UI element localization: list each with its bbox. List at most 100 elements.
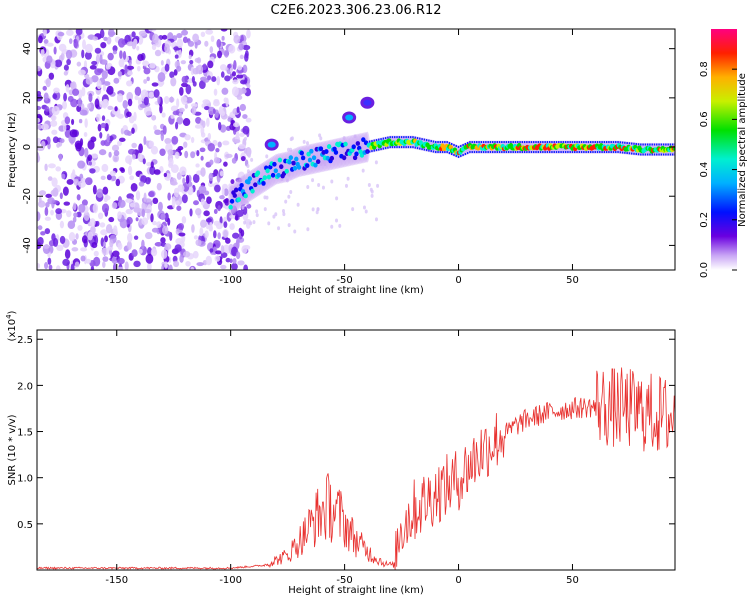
- noise-speck: [168, 158, 174, 167]
- noise-speck: [209, 46, 214, 54]
- noise-speck: [37, 236, 44, 246]
- noise-speck: [138, 30, 147, 37]
- noise-speck: [330, 179, 334, 184]
- noise-speck: [192, 33, 200, 43]
- ridge-mark: [247, 176, 253, 182]
- noise-speck: [188, 54, 192, 60]
- noise-speck: [108, 151, 112, 158]
- noise-speck: [209, 159, 214, 166]
- noise-speck: [154, 49, 162, 57]
- noise-speck: [72, 216, 77, 223]
- noise-speck: [235, 131, 240, 140]
- noise-speck: [87, 139, 95, 150]
- noise-speck: [239, 103, 247, 112]
- noise-speck: [191, 224, 195, 233]
- noise-speck: [41, 123, 49, 131]
- noise-speck: [204, 105, 210, 111]
- noise-speck: [112, 154, 119, 163]
- noise-speck: [91, 60, 98, 66]
- noise-speck: [55, 208, 63, 215]
- noise-speck: [100, 175, 106, 181]
- noise-speck: [126, 216, 133, 225]
- noise-speck: [157, 201, 163, 212]
- spectrogram-frame: [36, 28, 676, 271]
- ridge-mark: [359, 152, 365, 158]
- noise-speck: [172, 110, 179, 116]
- noise-speck: [44, 228, 51, 235]
- noise-speck: [143, 192, 147, 203]
- noise-speck: [63, 123, 67, 133]
- noise-speck: [223, 221, 228, 228]
- noise-speck: [319, 136, 323, 141]
- noise-speck: [131, 41, 137, 50]
- noise-speck: [192, 173, 200, 184]
- noise-speck: [330, 224, 334, 229]
- noise-speck: [245, 117, 252, 123]
- noise-speck: [170, 114, 175, 119]
- noise-speck: [265, 195, 269, 200]
- noise-speck: [118, 137, 126, 142]
- ridge-mark: [318, 146, 324, 152]
- noise-speck: [232, 139, 241, 144]
- noise-speck: [149, 62, 156, 69]
- noise-speck: [211, 76, 217, 83]
- noise-speck: [220, 264, 227, 270]
- noise-speck: [182, 177, 186, 185]
- ridge-mark: [277, 157, 283, 163]
- snr-background: [37, 330, 675, 570]
- noise-speck: [184, 150, 189, 159]
- noise-speck: [61, 173, 66, 180]
- noise-speck: [65, 84, 70, 93]
- ridge-halo: [259, 162, 265, 194]
- noise-speck: [100, 41, 107, 49]
- spectrogram-y-tick-label: 20: [22, 91, 33, 104]
- noise-speck: [177, 222, 185, 230]
- noise-speck: [222, 244, 231, 255]
- noise-speck: [198, 80, 206, 89]
- noise-speck: [117, 266, 124, 270]
- noise-speck: [122, 99, 128, 109]
- noise-speck: [118, 58, 125, 68]
- noise-speck: [239, 132, 245, 137]
- noise-speck: [182, 36, 188, 44]
- noise-speck: [87, 154, 93, 162]
- noise-speck: [44, 216, 52, 221]
- noise-speck: [311, 207, 315, 212]
- noise-speck: [141, 208, 146, 218]
- noise-speck: [267, 221, 271, 226]
- noise-speck: [116, 140, 122, 147]
- noise-speck: [190, 136, 195, 144]
- noise-speck: [214, 184, 221, 193]
- noise-speck: [77, 97, 82, 108]
- noise-speck: [216, 39, 222, 48]
- noise-speck: [281, 209, 285, 214]
- noise-speck: [111, 202, 118, 209]
- noise-speck: [94, 47, 102, 54]
- noise-speck: [150, 161, 154, 169]
- ridge-mark: [239, 182, 244, 188]
- noise-speck: [143, 208, 152, 214]
- noise-speck: [97, 123, 102, 132]
- noise-speck: [195, 208, 202, 216]
- noise-speck: [106, 174, 112, 181]
- noise-speck: [129, 175, 135, 181]
- noise-speck: [114, 106, 118, 112]
- noise-speck: [196, 150, 200, 157]
- noise-speck: [78, 69, 86, 76]
- noise-speck: [256, 176, 260, 181]
- noise-speck: [246, 83, 251, 89]
- noise-speck: [127, 98, 133, 107]
- noise-speck: [322, 159, 326, 164]
- noise-speck: [84, 147, 89, 158]
- noise-speck: [185, 174, 190, 184]
- noise-speck: [137, 97, 142, 106]
- noise-speck: [44, 106, 50, 112]
- noise-speck: [102, 261, 106, 268]
- noise-speck: [206, 75, 212, 81]
- noise-speck: [151, 227, 159, 233]
- noise-speck: [374, 217, 378, 222]
- noise-speck: [80, 247, 88, 252]
- noise-speck: [103, 36, 108, 41]
- spectrogram-x-tick-label: 50: [566, 275, 579, 286]
- noise-speck: [198, 185, 207, 194]
